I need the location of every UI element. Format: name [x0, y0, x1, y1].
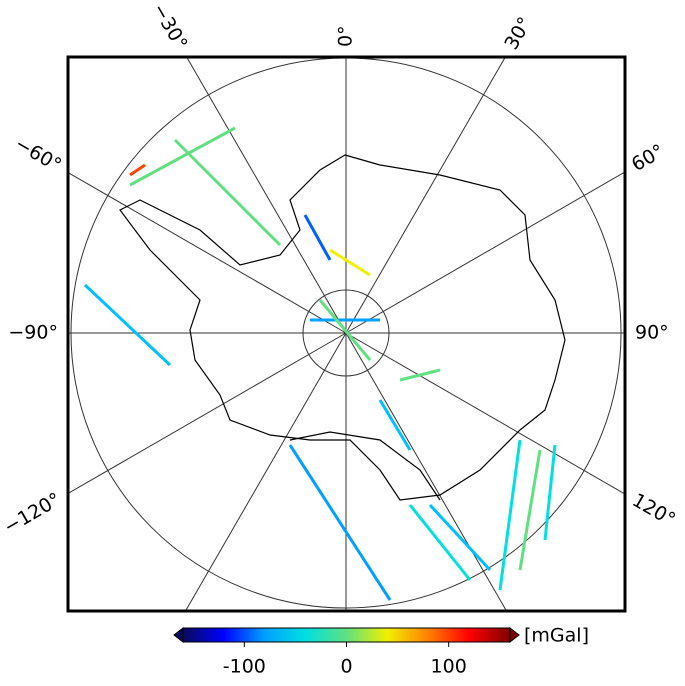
meridian-label: −120°: [0, 489, 64, 539]
meridian: [345, 171, 625, 334]
meridian-label: 90°: [635, 322, 669, 344]
colorbar-fill: [182, 627, 511, 643]
colorbar-max-arrow: [509, 626, 520, 644]
meridian: [186, 57, 347, 334]
meridian-label: 30°: [500, 13, 536, 53]
meridian: [345, 57, 506, 334]
meridian-label: 0°: [335, 25, 357, 47]
meridian-label: 60°: [628, 140, 668, 176]
survey-lines: [83, 126, 557, 601]
colorbar: -100 0 100 [mGal]: [173, 625, 589, 678]
coastline: [119, 154, 566, 501]
colorbar-unit: [mGal]: [524, 625, 589, 647]
meridian-label: −60°: [11, 133, 65, 177]
meridian-unlabelled: [345, 332, 507, 611]
meridian-labels: −120° −90° −60° −30° 0° 30° 60° 90° 120°: [0, 0, 679, 538]
meridian-label: −30°: [148, 0, 192, 54]
map-frame: [66, 55, 627, 613]
graticule: [68, 57, 625, 611]
meridian: [345, 332, 625, 495]
meridian-label: −90°: [8, 322, 58, 344]
colorbar-tick-label: 0: [340, 656, 352, 678]
colorbar-min-arrow: [173, 626, 184, 644]
meridian-label: 120°: [628, 489, 679, 531]
map-body: [68, 57, 625, 611]
meridian: [68, 172, 347, 334]
ice-shelf: [289, 431, 441, 501]
inner-circle: [302, 289, 390, 377]
colorbar-tick-label: 100: [431, 656, 467, 678]
colorbar-tick-label: -100: [223, 656, 266, 678]
meridian-unlabelled: [185, 332, 347, 611]
meridian: [68, 332, 347, 494]
